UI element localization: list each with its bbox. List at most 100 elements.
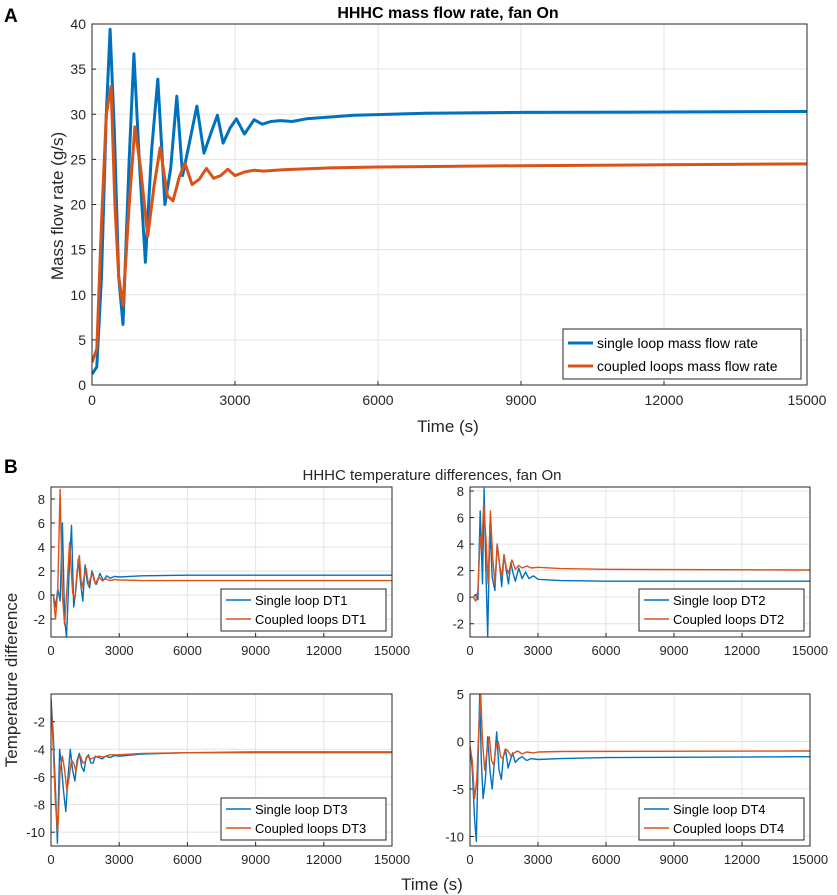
- y-tick-label: 6: [457, 511, 464, 526]
- y-tick-label: -2: [33, 612, 45, 627]
- y-tick-label: 40: [70, 16, 86, 32]
- axes-box: [50, 486, 393, 638]
- legend-box: [638, 588, 805, 632]
- y-tick-label: 0: [457, 735, 464, 750]
- legend-label-single: Single loop DT3: [255, 802, 348, 817]
- legend-label-coupled: coupled loops mass flow rate: [597, 358, 778, 374]
- panel-b-title: HHHC temperature differences, fan On: [302, 467, 561, 484]
- legend-label-coupled: Coupled loops DT4: [673, 821, 784, 836]
- x-tick-label: 3000: [105, 852, 134, 867]
- series-line-coupled: [51, 700, 392, 833]
- series-line-coupled: [92, 84, 807, 363]
- panel-a-letter: A: [4, 6, 18, 27]
- y-tick-label: 6: [38, 516, 45, 531]
- x-tick-label: 12000: [724, 852, 760, 867]
- y-tick-label: 30: [70, 106, 86, 122]
- legend: Single loop DT2 Coupled loops DT2: [638, 588, 805, 632]
- legend-label-single: single loop mass flow rate: [597, 335, 758, 351]
- x-tick-label: 6000: [592, 852, 621, 867]
- x-tick-label: 15000: [788, 392, 827, 408]
- y-tick-label: 10: [70, 287, 86, 303]
- series-line-coupled: [51, 488, 392, 626]
- legend: Single loop DT1 Coupled loops DT1: [220, 588, 387, 632]
- legend: Single loop DT3 Coupled loops DT3: [220, 797, 387, 841]
- chart-a-mass-flow: 0 3000 6000 9000 12000 15000 0 5 10 15 20 25 30 35 40 s…: [70, 16, 826, 408]
- y-tick-label: 0: [38, 588, 45, 603]
- x-tick-label: 3000: [524, 643, 553, 658]
- y-tick-label: -2: [452, 617, 464, 632]
- y-tick-label: 2: [457, 564, 464, 579]
- y-tick-label: 20: [70, 197, 86, 213]
- x-tick-label: 6000: [173, 643, 202, 658]
- legend-label-coupled: Coupled loops DT2: [673, 612, 784, 627]
- x-tick-label: 0: [466, 643, 473, 658]
- x-tick-label: 9000: [505, 392, 536, 408]
- y-tick-label: 5: [78, 332, 86, 348]
- x-tick-label: 0: [88, 392, 96, 408]
- x-tick-label: 15000: [374, 852, 410, 867]
- series-line-coupled: [470, 503, 810, 602]
- legend-label-single: Single loop DT1: [255, 593, 348, 608]
- axes-box: [91, 23, 808, 386]
- x-tick-label: 3000: [219, 392, 250, 408]
- chart-a-xlabel: Time (s): [417, 417, 479, 436]
- x-tick-label: 6000: [173, 852, 202, 867]
- chart-dt1: 0 3000 6000 9000 12000 15000 -2 0 2 4 6 8 Single loo…: [33, 486, 410, 658]
- x-tick-label: 12000: [724, 643, 760, 658]
- x-tick-label: 9000: [241, 852, 270, 867]
- chart-a-title: HHHC mass flow rate, fan On: [337, 5, 558, 22]
- y-tick-label: -10: [26, 825, 45, 840]
- series-line-coupled: [470, 694, 810, 800]
- y-tick-label: 0: [78, 377, 86, 393]
- y-tick-label: 2: [38, 564, 45, 579]
- x-tick-label: 12000: [306, 643, 342, 658]
- legend: single loop mass flow rate coupled loops …: [562, 328, 802, 380]
- legend: Single loop DT4 Coupled loops DT4: [638, 797, 805, 841]
- x-tick-label: 9000: [660, 852, 689, 867]
- y-tick-label: -10: [445, 830, 464, 845]
- legend-box: [220, 588, 387, 632]
- legend-label-coupled: Coupled loops DT1: [255, 612, 366, 627]
- x-tick-label: 9000: [241, 643, 270, 658]
- legend-label-coupled: Coupled loops DT3: [255, 821, 366, 836]
- y-tick-label: 25: [70, 151, 86, 167]
- x-tick-label: 0: [47, 852, 54, 867]
- x-tick-label: 3000: [105, 643, 134, 658]
- legend-label-single: Single loop DT4: [673, 802, 766, 817]
- y-tick-label: -6: [33, 770, 45, 785]
- chart-a-ylabel: Mass flow rate (g/s): [48, 132, 67, 280]
- y-tick-label: 8: [38, 492, 45, 507]
- axes-box: [469, 693, 811, 847]
- axes-box: [469, 486, 811, 638]
- y-tick-label: 15: [70, 242, 86, 258]
- series-line-single: [51, 522, 392, 637]
- x-tick-label: 6000: [592, 643, 621, 658]
- y-tick-label: 35: [70, 61, 86, 77]
- y-tick-label: -2: [33, 715, 45, 730]
- legend-label-single: Single loop DT2: [673, 593, 766, 608]
- y-tick-label: 8: [457, 484, 464, 499]
- x-tick-label: 0: [466, 852, 473, 867]
- y-tick-label: -5: [452, 782, 464, 797]
- panel-b-xlabel: Time (s): [401, 875, 463, 894]
- axes-box: [50, 693, 393, 847]
- y-tick-label: 4: [38, 540, 45, 555]
- x-tick-label: 15000: [792, 643, 828, 658]
- x-tick-label: 12000: [645, 392, 684, 408]
- legend-box: [638, 797, 805, 841]
- legend-box: [220, 797, 387, 841]
- x-tick-label: 15000: [792, 852, 828, 867]
- panel-b-letter: B: [4, 457, 18, 478]
- x-tick-label: 3000: [524, 852, 553, 867]
- x-tick-label: 6000: [362, 392, 393, 408]
- y-tick-label: 5: [457, 687, 464, 702]
- legend-box: [562, 328, 802, 380]
- x-tick-label: 9000: [660, 643, 689, 658]
- chart-dt3: 0 3000 6000 9000 12000 15000 -10 -8 -6 -4 -2 Single…: [26, 693, 410, 867]
- panel-b-ylabel: Temperature difference: [2, 593, 21, 768]
- y-tick-label: -4: [33, 742, 45, 757]
- x-tick-label: 0: [47, 643, 54, 658]
- x-tick-label: 12000: [306, 852, 342, 867]
- y-tick-label: -8: [33, 798, 45, 813]
